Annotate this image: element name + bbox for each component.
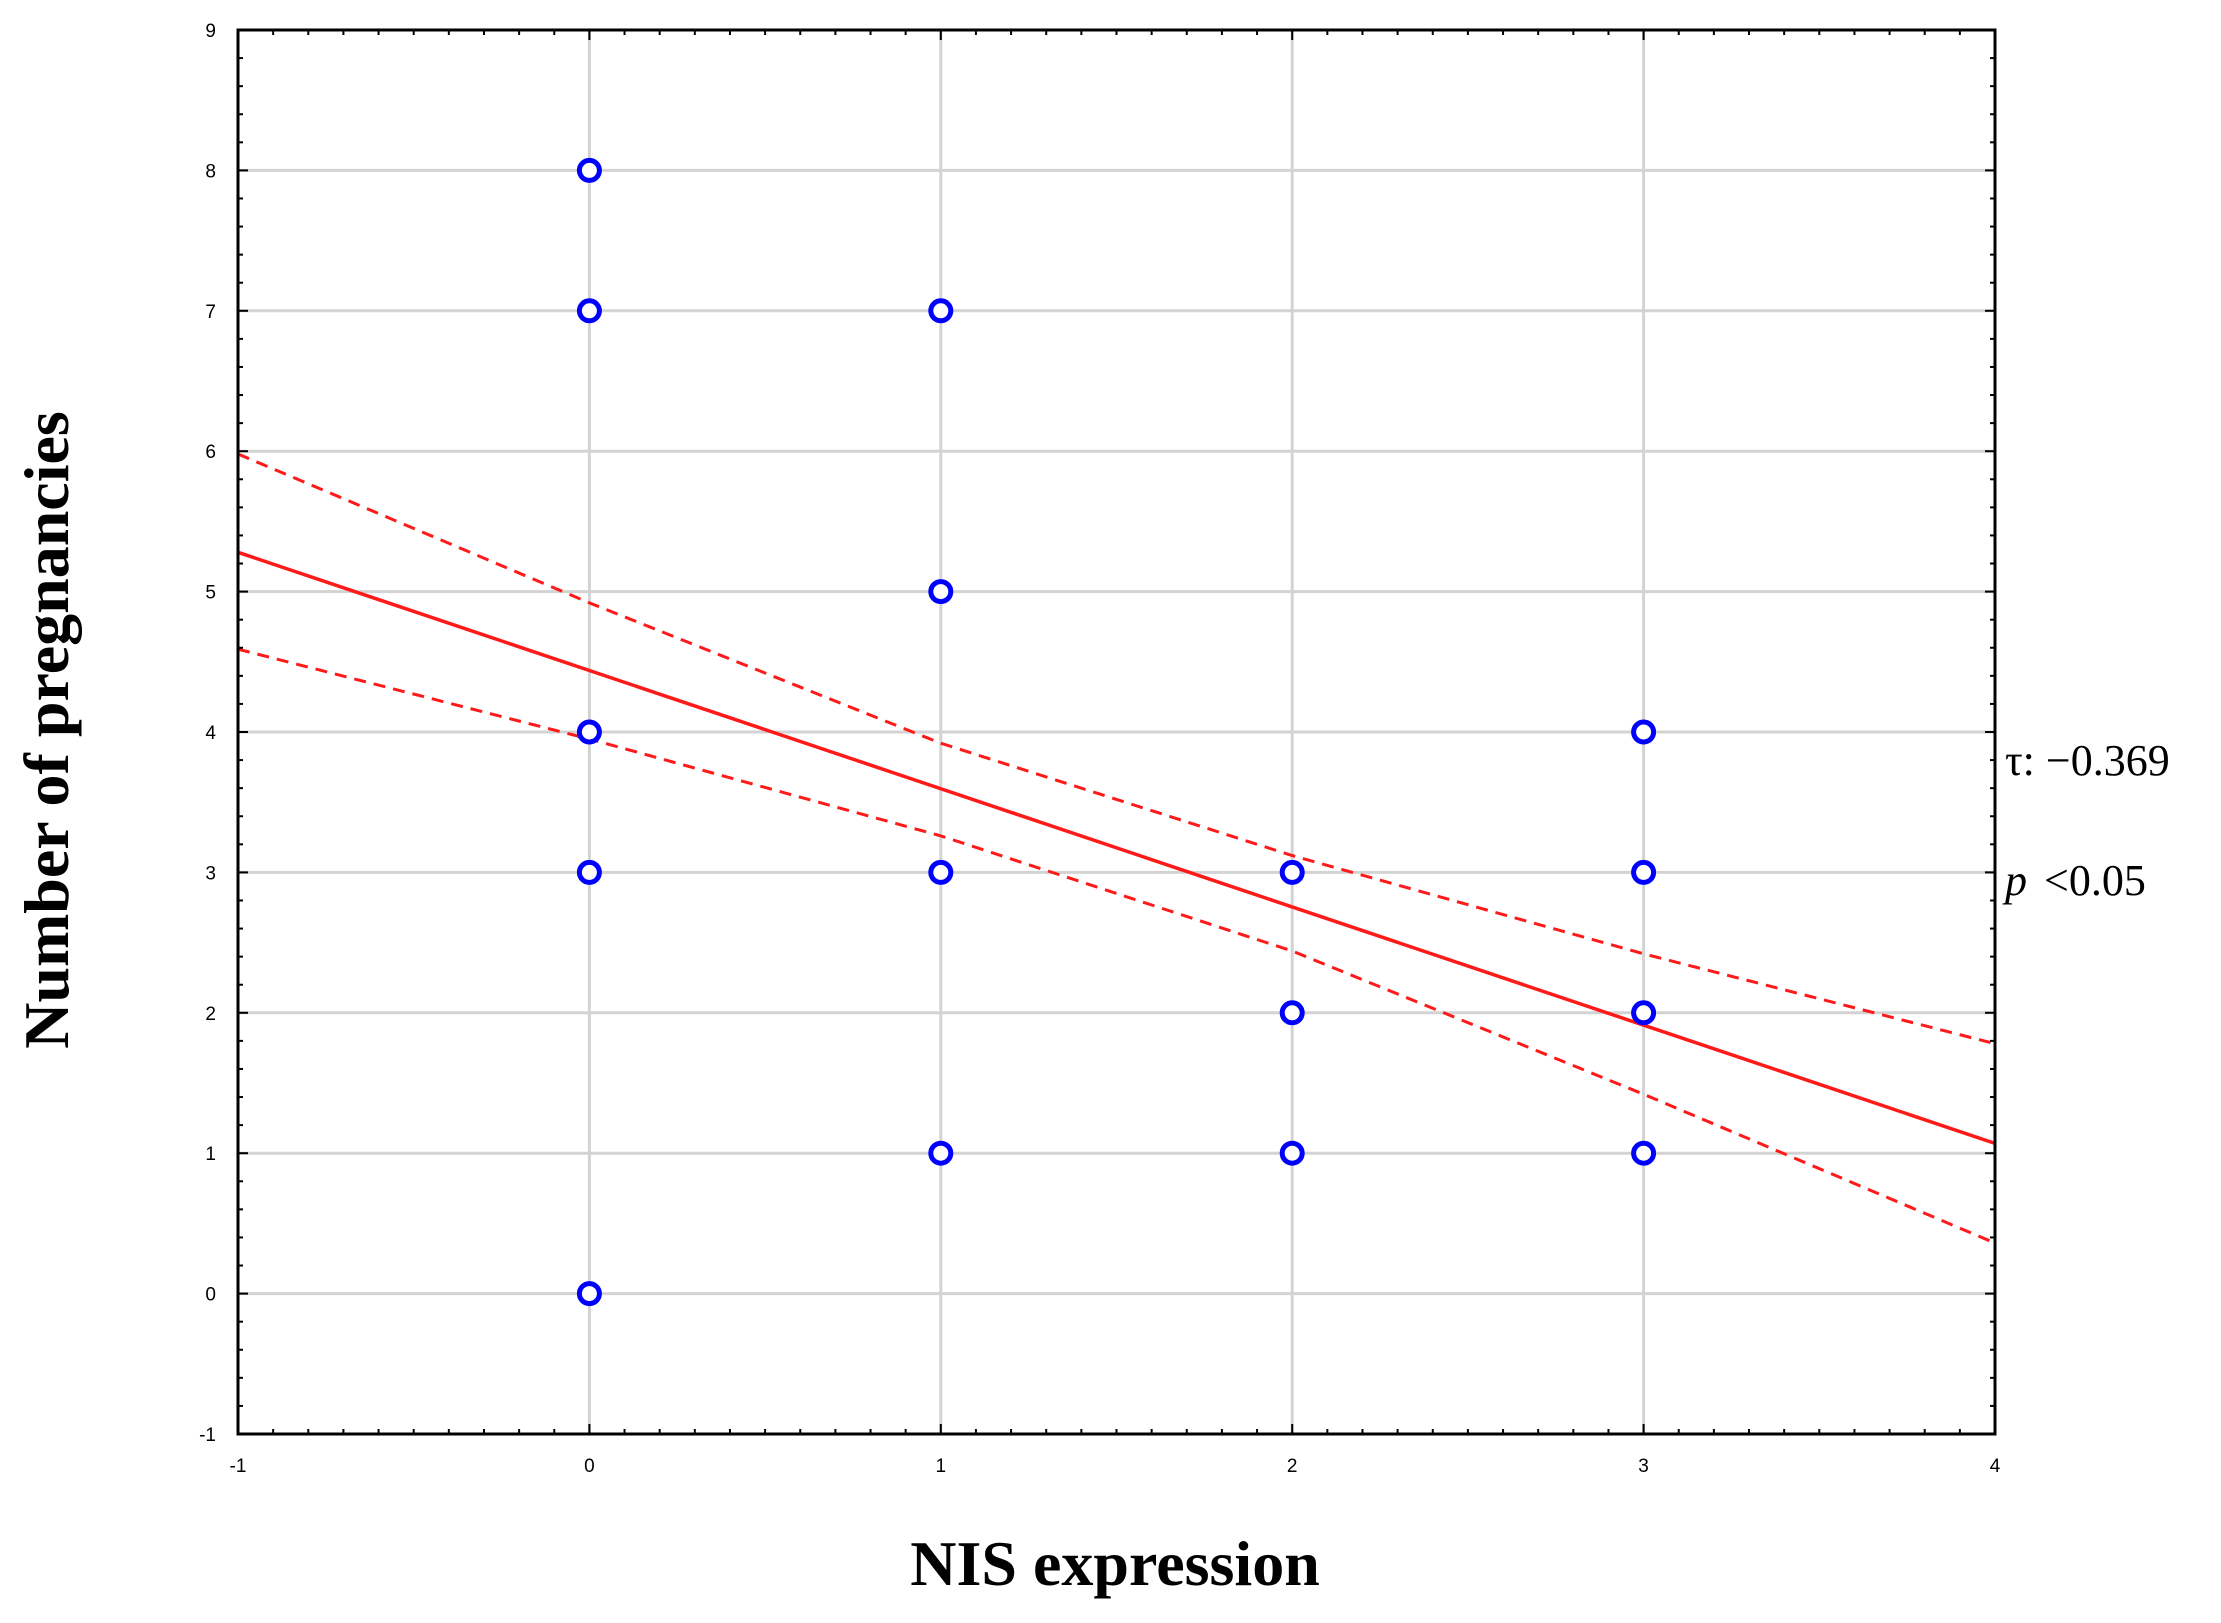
data-point-4 bbox=[576, 1281, 602, 1307]
regression-line bbox=[237, 550, 1996, 1146]
y-tick-label-0: 0 bbox=[205, 1285, 216, 1306]
data-point-13 bbox=[1631, 859, 1657, 885]
y-tick-labels: -1 0 1 2 3 4 5 6 7 8 9 bbox=[199, 21, 216, 1446]
y-tick-label--1: -1 bbox=[199, 1425, 216, 1446]
y-tick-label-3: 3 bbox=[205, 863, 216, 884]
axis-ticks bbox=[237, 29, 1996, 1435]
y-axis-title: Number of pregnancies bbox=[11, 411, 82, 1049]
x-tick-label-0: 0 bbox=[584, 1456, 595, 1477]
data-point-7 bbox=[928, 859, 954, 885]
tau-annotation: τ: −0.369 bbox=[2005, 736, 2170, 785]
data-point-3 bbox=[576, 859, 602, 885]
data-point-12 bbox=[1631, 719, 1657, 745]
x-tick-labels: -1 0 1 2 3 4 bbox=[230, 1456, 2001, 1477]
data-point-1 bbox=[576, 298, 602, 324]
y-tick-label-4: 4 bbox=[205, 723, 216, 744]
p-symbol: p bbox=[2002, 856, 2027, 905]
data-point-10 bbox=[1279, 1000, 1305, 1026]
y-tick-label-8: 8 bbox=[205, 161, 216, 182]
data-point-0 bbox=[576, 157, 602, 183]
x-axis-title: NIS expression bbox=[910, 1528, 1320, 1599]
x-tick-label-2: 2 bbox=[1287, 1456, 1298, 1477]
data-point-5 bbox=[928, 298, 954, 324]
data-point-2 bbox=[576, 719, 602, 745]
y-tick-label-9: 9 bbox=[205, 21, 216, 42]
regression-line-group bbox=[237, 550, 1996, 1146]
data-point-8 bbox=[928, 1140, 954, 1166]
x-tick-label--1: -1 bbox=[230, 1456, 247, 1477]
data-points bbox=[576, 157, 1657, 1307]
data-point-14 bbox=[1631, 1000, 1657, 1026]
confidence-upper-line bbox=[237, 452, 1996, 1046]
x-tick-label-4: 4 bbox=[1990, 1456, 2001, 1477]
data-point-11 bbox=[1279, 1140, 1305, 1166]
x-tick-label-1: 1 bbox=[936, 1456, 947, 1477]
x-tick-label-3: 3 bbox=[1638, 1456, 1649, 1477]
data-point-6 bbox=[928, 579, 954, 605]
y-tick-label-6: 6 bbox=[205, 442, 216, 463]
y-tick-label-7: 7 bbox=[205, 302, 216, 323]
data-point-15 bbox=[1631, 1140, 1657, 1166]
y-tick-label-2: 2 bbox=[205, 1004, 216, 1025]
y-tick-label-5: 5 bbox=[205, 583, 216, 604]
y-tick-label-1: 1 bbox=[205, 1144, 216, 1165]
p-value: <0.05 bbox=[2044, 856, 2146, 905]
data-point-9 bbox=[1279, 859, 1305, 885]
grid-lines bbox=[238, 30, 1995, 1434]
confidence-bands bbox=[237, 452, 1996, 1245]
p-value-annotation: p <0.05 bbox=[2002, 856, 2146, 905]
confidence-lower-line bbox=[237, 647, 1996, 1245]
